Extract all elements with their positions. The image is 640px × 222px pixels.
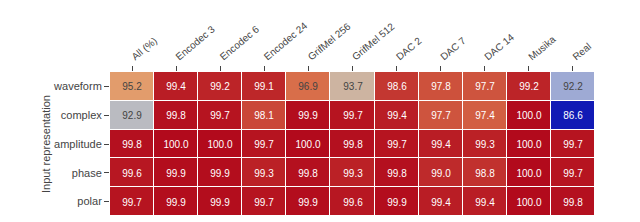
- svg-text:99.3: 99.3: [343, 168, 363, 179]
- svg-text:99.2: 99.2: [210, 81, 230, 92]
- svg-text:Encodec 24: Encodec 24: [262, 20, 310, 63]
- svg-text:93.7: 93.7: [343, 81, 363, 92]
- svg-text:waveform: waveform: [53, 80, 102, 92]
- svg-text:amplitude: amplitude: [54, 138, 102, 150]
- svg-text:98.6: 98.6: [387, 81, 407, 92]
- svg-text:86.6: 86.6: [563, 110, 583, 121]
- svg-text:99.9: 99.9: [166, 197, 186, 208]
- svg-text:Encodec 6: Encodec 6: [218, 23, 262, 62]
- svg-text:92.9: 92.9: [122, 110, 142, 121]
- svg-text:97.4: 97.4: [475, 110, 495, 121]
- svg-text:99.4: 99.4: [387, 110, 407, 121]
- svg-text:99.2: 99.2: [519, 81, 539, 92]
- svg-text:100.0: 100.0: [295, 139, 320, 150]
- svg-text:98.8: 98.8: [475, 168, 495, 179]
- svg-text:99.8: 99.8: [122, 139, 142, 150]
- svg-text:99.9: 99.9: [298, 110, 318, 121]
- svg-text:99.7: 99.7: [343, 110, 363, 121]
- svg-text:100.0: 100.0: [516, 197, 541, 208]
- svg-text:Input representation: Input representation: [40, 95, 52, 193]
- svg-text:99.4: 99.4: [475, 197, 495, 208]
- svg-text:99.9: 99.9: [166, 168, 186, 179]
- svg-text:polar: polar: [77, 195, 102, 207]
- svg-text:99.7: 99.7: [563, 139, 583, 150]
- svg-text:Musika: Musika: [526, 33, 558, 62]
- svg-text:99.6: 99.6: [343, 197, 363, 208]
- svg-text:DAC 14: DAC 14: [482, 31, 516, 62]
- svg-text:99.8: 99.8: [166, 110, 186, 121]
- svg-text:99.7: 99.7: [563, 168, 583, 179]
- svg-text:96.9: 96.9: [298, 81, 318, 92]
- svg-text:GrifMel 256: GrifMel 256: [306, 20, 353, 62]
- svg-text:99.9: 99.9: [298, 197, 318, 208]
- svg-text:100.0: 100.0: [516, 139, 541, 150]
- svg-text:99.7: 99.7: [122, 197, 142, 208]
- svg-text:Encodec 3: Encodec 3: [174, 23, 218, 62]
- svg-text:99.8: 99.8: [563, 197, 583, 208]
- svg-text:99.1: 99.1: [254, 81, 274, 92]
- svg-text:99.4: 99.4: [166, 81, 186, 92]
- svg-text:99.7: 99.7: [387, 139, 407, 150]
- svg-text:DAC 2: DAC 2: [394, 35, 424, 63]
- svg-text:GrifMel 512: GrifMel 512: [350, 20, 397, 62]
- svg-text:99.7: 99.7: [254, 139, 274, 150]
- svg-text:100.0: 100.0: [207, 139, 232, 150]
- svg-text:100.0: 100.0: [516, 110, 541, 121]
- svg-text:92.2: 92.2: [563, 81, 583, 92]
- svg-text:99.4: 99.4: [431, 139, 451, 150]
- svg-text:95.2: 95.2: [122, 81, 142, 92]
- svg-text:complex: complex: [61, 109, 102, 121]
- svg-text:97.7: 97.7: [431, 110, 451, 121]
- svg-text:99.3: 99.3: [254, 168, 274, 179]
- svg-text:99.8: 99.8: [343, 139, 363, 150]
- svg-text:99.9: 99.9: [210, 197, 230, 208]
- svg-text:99.0: 99.0: [431, 168, 451, 179]
- svg-text:97.8: 97.8: [431, 81, 451, 92]
- svg-text:99.9: 99.9: [387, 197, 407, 208]
- svg-text:All (%): All (%): [129, 35, 159, 62]
- svg-text:99.3: 99.3: [475, 139, 495, 150]
- svg-text:phase: phase: [72, 167, 102, 179]
- svg-text:100.0: 100.0: [516, 168, 541, 179]
- svg-text:97.7: 97.7: [475, 81, 495, 92]
- svg-text:Real: Real: [570, 41, 593, 63]
- svg-text:100.0: 100.0: [163, 139, 188, 150]
- svg-text:99.9: 99.9: [210, 168, 230, 179]
- svg-text:99.8: 99.8: [298, 168, 318, 179]
- svg-text:99.6: 99.6: [122, 168, 142, 179]
- svg-text:DAC 7: DAC 7: [438, 35, 468, 63]
- svg-text:99.7: 99.7: [210, 110, 230, 121]
- svg-text:99.8: 99.8: [387, 168, 407, 179]
- svg-text:99.7: 99.7: [254, 197, 274, 208]
- svg-text:99.4: 99.4: [431, 197, 451, 208]
- svg-text:98.1: 98.1: [254, 110, 274, 121]
